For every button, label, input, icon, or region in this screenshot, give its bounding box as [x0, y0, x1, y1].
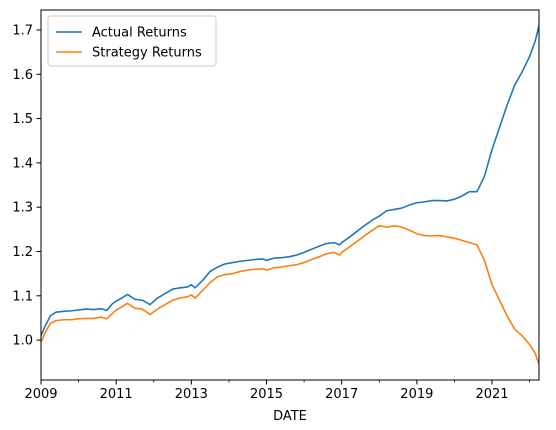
legend: Actual Returns Strategy Returns — [48, 16, 216, 66]
y-tick-label: 1.0 — [12, 334, 33, 349]
series-line-actual-returns — [41, 26, 539, 336]
x-tick-label: 2015 — [250, 387, 283, 402]
y-tick-label: 1.1 — [12, 289, 33, 304]
x-tick-label: 2009 — [24, 387, 57, 402]
x-axis: 2009 2011 2013 2015 2017 2019 2021 — [24, 380, 529, 402]
y-tick-label: 1.4 — [12, 156, 33, 171]
x-tick-label: 2021 — [475, 387, 508, 402]
x-tick-label: 2011 — [100, 387, 133, 402]
plot-lines — [41, 26, 539, 365]
y-tick-label: 1.6 — [12, 68, 33, 83]
y-tick-label: 1.7 — [12, 23, 33, 38]
x-axis-label: DATE — [273, 409, 307, 424]
legend-label-strategy-returns: Strategy Returns — [92, 46, 202, 61]
y-tick-label: 1.2 — [12, 245, 33, 260]
y-tick-label: 1.5 — [12, 112, 33, 127]
y-tick-label: 1.3 — [12, 201, 33, 216]
series-line-strategy-returns — [41, 226, 539, 365]
x-tick-label: 2017 — [325, 387, 358, 402]
x-tick-label: 2019 — [400, 387, 433, 402]
y-axis: 1.0 1.1 1.2 1.3 1.4 1.5 1.6 1.7 — [12, 23, 41, 348]
legend-label-actual-returns: Actual Returns — [92, 26, 187, 41]
x-tick-label: 2013 — [175, 387, 208, 402]
